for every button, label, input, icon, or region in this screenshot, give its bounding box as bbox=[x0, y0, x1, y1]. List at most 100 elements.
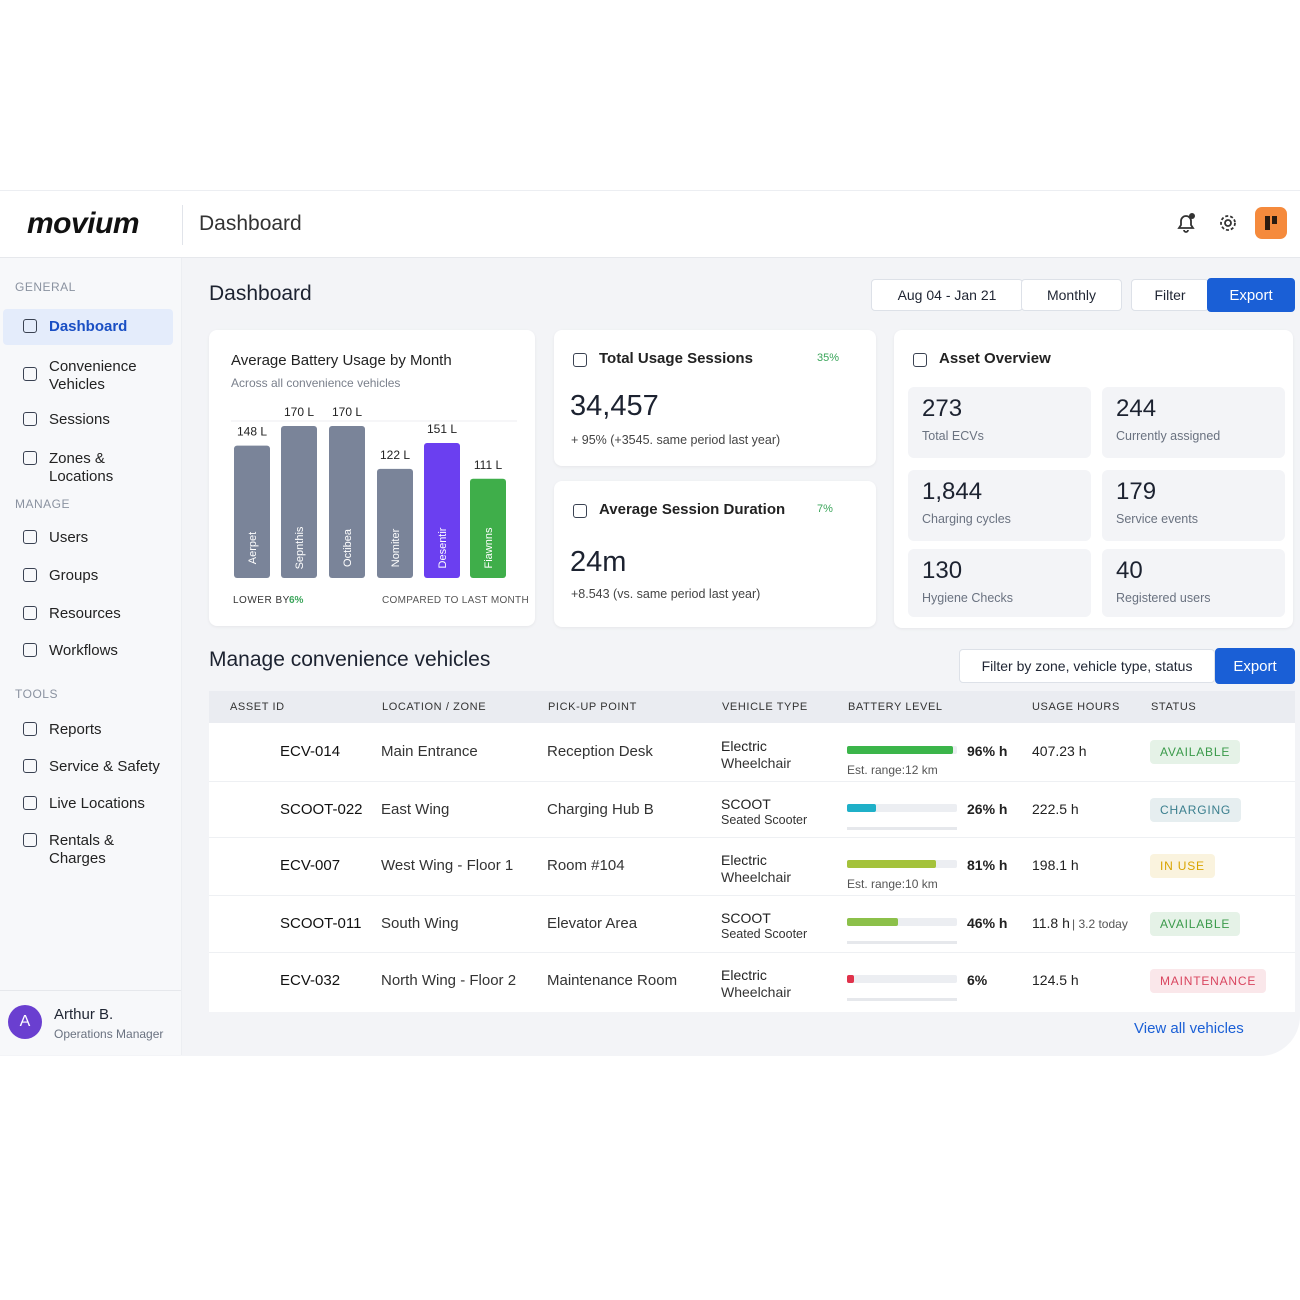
stat-value: 34,457 bbox=[570, 390, 659, 422]
export-button[interactable]: Export bbox=[1207, 278, 1295, 312]
footer-right: COMPARED TO LAST MONTH bbox=[382, 595, 529, 606]
card-title: Total Usage Sessions bbox=[599, 350, 753, 367]
period-button[interactable]: Monthly bbox=[1021, 279, 1122, 311]
asset-label: Hygiene Checks bbox=[922, 591, 1014, 605]
nav-item[interactable]: Zones & Locations bbox=[49, 450, 114, 485]
icon[interactable] bbox=[23, 722, 37, 736]
avatar[interactable] bbox=[1255, 207, 1287, 239]
vehicle-subtype: Wheelchair bbox=[721, 869, 792, 885]
asset-label: Charging cycles bbox=[922, 512, 1011, 526]
user-role: Operations Manager bbox=[54, 1027, 164, 1041]
nav-item[interactable]: Reports bbox=[49, 721, 102, 738]
battery-subtrack bbox=[847, 827, 957, 830]
vehicle-subtype: Wheelchair bbox=[721, 755, 792, 771]
stat-note: + 95% (+3545. same period last year) bbox=[571, 433, 781, 447]
icon[interactable] bbox=[23, 568, 37, 582]
bar-month-label: Aerpet bbox=[247, 532, 259, 564]
icon[interactable] bbox=[23, 606, 37, 620]
settings-icon[interactable] bbox=[1217, 212, 1239, 234]
location: Main Entrance bbox=[381, 743, 478, 760]
usage-hours: 124.5 h bbox=[1032, 972, 1079, 988]
icon[interactable] bbox=[23, 530, 37, 544]
asset-value: 244 bbox=[1116, 395, 1157, 422]
period: Monthly bbox=[1046, 287, 1097, 303]
nav-item[interactable]: Convenience Vehicles bbox=[49, 358, 137, 393]
row-divider bbox=[209, 952, 1295, 953]
asset-tile bbox=[1102, 470, 1285, 541]
asset-id: ECV-007 bbox=[280, 857, 341, 874]
pickup: Room #104 bbox=[547, 857, 625, 874]
filter: Filter by zone, vehicle type, status bbox=[981, 658, 1193, 674]
location: West Wing - Floor 1 bbox=[381, 857, 514, 874]
asset-tile bbox=[908, 470, 1091, 541]
export-button[interactable]: Export bbox=[1215, 648, 1295, 684]
icon[interactable] bbox=[23, 759, 37, 773]
battery-bar bbox=[847, 918, 898, 926]
asset-tile bbox=[908, 549, 1091, 617]
bar-month-label: Nomiter bbox=[390, 528, 402, 567]
battery-track bbox=[847, 804, 957, 812]
bar-month-label: Sepnthis bbox=[294, 526, 306, 569]
view-all-link[interactable]: View all vehicles bbox=[1134, 1020, 1244, 1037]
date-button[interactable]: Aug 04 - Jan 21 bbox=[871, 279, 1023, 311]
vehicle-type: SCOOT bbox=[721, 796, 771, 812]
bar bbox=[424, 442, 460, 578]
nav-item[interactable]: Service & Safety bbox=[49, 758, 160, 775]
filter-button[interactable]: Filter by zone, vehicle type, status bbox=[959, 649, 1215, 683]
card-title: Average Battery Usage by Month bbox=[231, 352, 452, 369]
icon[interactable] bbox=[23, 319, 37, 333]
icon[interactable] bbox=[23, 833, 37, 847]
usage-hours: 198.1 h bbox=[1032, 857, 1079, 873]
status-badge: CHARGING bbox=[1150, 798, 1242, 822]
nav-item[interactable]: Dashboard bbox=[49, 318, 128, 335]
column-header: LOCATION / ZONE bbox=[382, 701, 487, 713]
icon[interactable] bbox=[23, 451, 37, 465]
asset-id: SCOOT-022 bbox=[280, 801, 363, 818]
bar-month-label: Octibea bbox=[342, 528, 354, 567]
bar-month-label: Fiawnns bbox=[483, 527, 495, 568]
icon bbox=[573, 504, 587, 518]
user-name: Arthur B. bbox=[54, 1006, 114, 1023]
stat-value: 24m bbox=[570, 546, 627, 578]
vehicle-type: Electric bbox=[721, 852, 767, 868]
nav-item[interactable]: Sessions bbox=[49, 411, 110, 428]
icon[interactable] bbox=[23, 367, 37, 381]
bell-icon[interactable] bbox=[1174, 211, 1198, 235]
column-header: BATTERY LEVEL bbox=[848, 701, 943, 713]
battery-chart: 148 L Aerpet 170 L Sepnthis 170 L Octibea 122 … bbox=[231, 405, 517, 578]
status-badge: IN USE bbox=[1150, 854, 1215, 878]
battery-range: Est. range:12 km bbox=[847, 763, 938, 777]
nav-item[interactable]: Resources bbox=[49, 605, 121, 622]
column-header: PICK-UP POINT bbox=[548, 701, 637, 713]
nav-item[interactable]: Workflows bbox=[49, 642, 118, 659]
battery-range: Est. range:10 km bbox=[847, 877, 938, 891]
nav-item[interactable]: Rentals & Charges bbox=[49, 832, 115, 867]
table bbox=[209, 691, 1295, 1012]
asset-label: Currently assigned bbox=[1116, 429, 1221, 443]
status-badge: AVAILABLE bbox=[1150, 740, 1241, 764]
card-title: Average Session Duration bbox=[599, 501, 786, 518]
icon[interactable] bbox=[23, 796, 37, 810]
asset-id: SCOOT-011 bbox=[280, 915, 362, 932]
card-subtitle: Across all convenience vehicles bbox=[231, 376, 401, 390]
column-header: VEHICLE TYPE bbox=[722, 701, 808, 713]
nav-item[interactable]: Groups bbox=[49, 567, 99, 584]
battery-bar bbox=[847, 860, 937, 868]
nav-item[interactable]: Live Locations bbox=[49, 795, 145, 812]
active-item-bg bbox=[3, 309, 173, 345]
vehicle-subtype: Wheelchair bbox=[721, 984, 792, 1000]
page-title: Dashboard bbox=[199, 212, 302, 235]
trend: 7% bbox=[817, 503, 833, 515]
asset-value: 179 bbox=[1116, 478, 1157, 505]
nav-item[interactable]: Users bbox=[49, 529, 89, 546]
top-bar bbox=[0, 191, 1300, 258]
icon[interactable] bbox=[23, 412, 37, 426]
usage-extra: | 3.2 today bbox=[1072, 917, 1128, 931]
asset-tile bbox=[908, 387, 1091, 458]
icon[interactable] bbox=[23, 643, 37, 657]
footer-left: LOWER BY bbox=[233, 595, 290, 606]
asset-value: 273 bbox=[922, 395, 963, 422]
filter-button[interactable]: Filter bbox=[1131, 279, 1209, 311]
column-header: STATUS bbox=[1151, 701, 1197, 713]
